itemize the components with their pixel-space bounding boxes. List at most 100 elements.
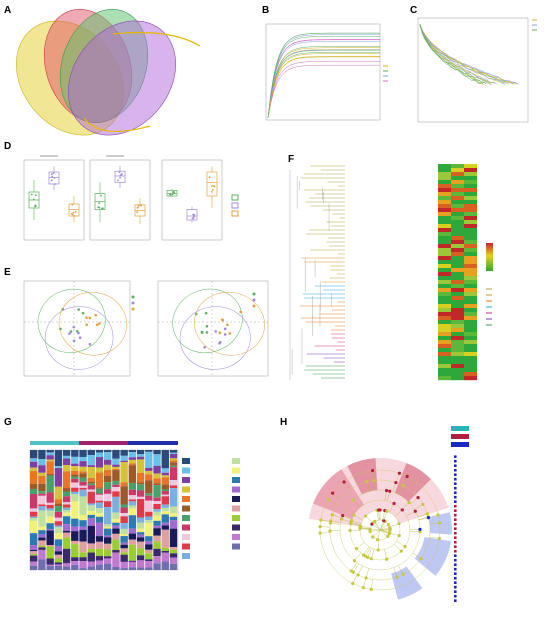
heatmap-cell [464,376,477,381]
heatmap-cell [438,260,451,265]
stack-segment [54,551,63,555]
stack-segment [104,489,112,494]
ordination-point [88,342,92,346]
stack-segment [136,490,145,497]
stack-segment [161,525,169,530]
clado-node [351,570,355,574]
stack-segment [62,548,71,564]
clado-node [330,513,334,517]
ordination-point [204,311,208,315]
stack-segment [112,450,120,459]
beta-diversity-plots [23,280,269,377]
clado-node [382,519,386,523]
stack-segment [87,511,95,515]
heatmap-cell [438,268,451,273]
stack-segment [87,561,95,567]
heatmap-cell [451,304,464,309]
alpha-diversity-boxplots [23,155,239,241]
heatmap-cell [438,336,451,341]
ordination-point [214,330,218,333]
ordination-point [95,323,99,327]
ordination-point [218,331,222,335]
stack-segment [79,541,87,553]
heatmap-cell [438,364,451,369]
clado-node [385,509,389,513]
clado-node [384,488,389,493]
stack-segment [136,528,145,533]
clado-node [368,529,372,534]
heatmap-cell [438,296,451,301]
stack-segment [79,529,87,542]
clado-node [319,518,323,522]
stack-segment [54,486,63,500]
heatmap-cell [451,188,464,193]
stack-segment [153,515,161,521]
stack-segment [30,551,38,554]
stack-segment [104,482,112,490]
stack-segment [38,493,46,496]
stack-segment [54,511,63,518]
stack-segment [136,450,145,455]
heatmap-cell [438,180,451,185]
heatmap-cell [451,368,464,373]
stack-segment [112,496,120,513]
stack-segment [136,456,145,460]
heatmap-cell [451,300,464,305]
rarefaction-curve [267,39,380,119]
heatmap-cell [464,192,477,197]
stack-segment [46,455,54,460]
stack-segment [46,508,54,511]
stack-segment [120,568,128,570]
stack-segment [128,452,137,458]
stack-segment [46,452,54,456]
stack-segment [161,522,169,526]
rarefaction-curve [267,47,380,119]
stack-segment [38,526,46,531]
stack-segment [62,532,71,538]
stack-segment [95,548,104,557]
heatmap-cell [438,356,451,361]
heatmap-cell [438,264,451,269]
stack-segment [46,459,54,462]
stack-segment [128,533,137,540]
stack-segment [71,470,79,475]
stack-segment [87,491,95,504]
clado-node [364,576,368,580]
heatmap-cell [464,368,477,373]
heatmap-cell [438,272,451,277]
stack-segment [62,458,71,466]
clado-node [436,513,440,517]
stack-segment [161,507,169,512]
stack-segment [145,495,153,501]
heatmap-cell [438,368,451,373]
rarefaction-curve [267,49,380,119]
stack-segment [79,477,87,482]
clado-node [356,573,360,577]
stack-segment [112,458,120,465]
stack-segment [38,504,46,507]
stack-segment [161,496,169,505]
heatmap-cell [464,164,477,169]
stack-segment [46,502,54,505]
heatmap-cell [464,332,477,337]
stack-segment [136,498,145,518]
heatmap-cell [438,216,451,221]
stack-segment [95,513,104,517]
rarefaction-curve [267,64,380,119]
rank-curve [419,24,516,85]
heatmap-cell [451,332,464,337]
stack-segment [62,450,71,456]
clado-node [397,471,401,475]
clado-node [318,531,322,535]
stack-segment [169,453,178,459]
heatmap-cell [438,244,451,249]
stack-segment [161,511,169,515]
heatmap-cell [464,256,477,261]
stack-segment [62,491,71,497]
stack-segment [104,558,112,564]
stack-segment [71,501,79,519]
stack-segment [62,524,71,531]
heatmap-cell [438,328,451,333]
stack-segment [38,483,46,492]
